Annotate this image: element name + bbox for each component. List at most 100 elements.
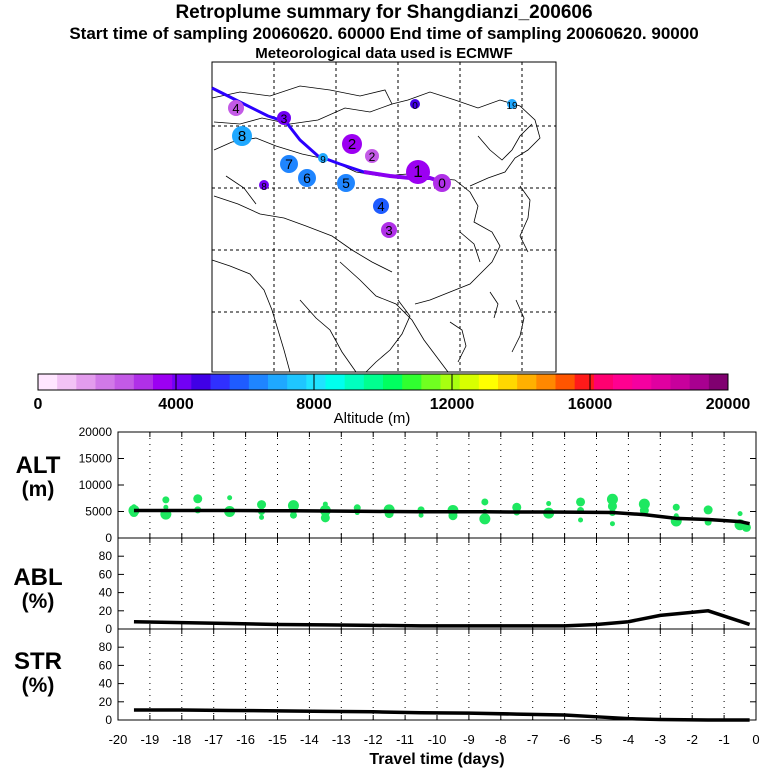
abl-panel: 80 60 40 20 0	[99, 537, 757, 636]
y-tick-label: 5000	[85, 505, 112, 519]
alt-scatter-point	[546, 501, 552, 507]
str-series-line	[133, 708, 750, 722]
alt-scatter-point	[639, 505, 649, 515]
svg-text:9: 9	[320, 155, 326, 166]
colorbar-cell	[325, 374, 346, 390]
alt-scatter-point	[576, 497, 586, 507]
alt-label-line2: (m)	[21, 478, 55, 501]
str-panel-label: STR (%)	[8, 650, 68, 698]
y-tick-label: 0	[105, 531, 112, 545]
alt-scatter-point	[289, 511, 297, 519]
svg-text:8: 8	[261, 182, 267, 193]
y-tick-label: 10000	[79, 478, 113, 492]
x-tick-label: -1	[718, 732, 730, 747]
colorbar-cell	[306, 374, 326, 390]
colorbar-cell	[593, 374, 614, 390]
y-tick-label: 20	[99, 604, 113, 618]
colorbar-cell	[229, 374, 250, 390]
alt-scatter-point	[638, 498, 650, 510]
map-borders	[211, 85, 541, 373]
colorbar-cell	[708, 374, 729, 390]
map-point: 8	[259, 180, 269, 193]
x-tick-label: -16	[236, 732, 255, 747]
alt-scatter-point	[479, 513, 491, 525]
y-tick-label: 20	[99, 695, 113, 709]
svg-text:3: 3	[385, 223, 392, 238]
x-tick-label: -3	[655, 732, 667, 747]
map-point: 8	[232, 126, 252, 146]
x-tick-label: -12	[364, 732, 383, 747]
colorbar-cell	[363, 374, 384, 390]
colorbar-cell	[133, 374, 154, 390]
colorbar-cell	[632, 374, 652, 390]
map-point: 3	[277, 111, 291, 126]
colorbar-cell	[613, 374, 633, 390]
colorbar-cell	[153, 374, 173, 390]
colorbar-cell	[76, 374, 96, 390]
colorbar-cell	[517, 374, 537, 390]
met-data-subtitle: Meteorological data used is ECMWF	[255, 45, 513, 62]
abl-label-line1: ABL	[13, 564, 63, 591]
colorbar-cell	[248, 374, 269, 390]
svg-text:8: 8	[238, 128, 246, 145]
colorbar-cell	[670, 374, 691, 390]
colorbar-label: Altitude (m)	[334, 410, 411, 427]
colorbar-cell	[210, 374, 231, 390]
alt-panel-label: ALT (m)	[8, 454, 68, 502]
x-tick-label: -10	[428, 732, 447, 747]
x-tick-label: -7	[527, 732, 539, 747]
alt-scatter-point	[227, 495, 233, 501]
colorbar-tick-label: 8000	[296, 396, 332, 413]
y-tick-label: 0	[105, 622, 112, 636]
alt-scatter-point	[578, 517, 584, 523]
map-point: 4	[228, 100, 244, 116]
alt-panel: 20000 15000 10000 5000 0	[79, 425, 757, 545]
colorbar-ticks: 0 4000 8000 12000 16000 20000	[34, 374, 751, 413]
colorbar-tick-label: 4000	[158, 396, 194, 413]
colorbar-cell	[268, 374, 288, 390]
colorbar-cell	[383, 374, 403, 390]
colorbar-cell	[689, 374, 710, 390]
str-panel: 80 60 40 20 0	[99, 628, 757, 727]
colorbar-cell	[172, 374, 192, 390]
str-label-line2: (%)	[21, 674, 55, 697]
x-tick-label: -13	[332, 732, 351, 747]
map-point: 9	[318, 153, 328, 166]
map-point: 0	[433, 174, 451, 192]
y-tick-label: 20000	[79, 425, 113, 439]
map-point: 7	[280, 155, 298, 173]
alt-scatter-point	[672, 503, 680, 511]
colorbar-tick-label: 12000	[430, 396, 475, 413]
svg-text:4: 4	[232, 101, 239, 116]
colorbar-cell	[536, 374, 556, 390]
colorbar-cell	[421, 374, 441, 390]
y-tick-label: 80	[99, 549, 113, 563]
svg-text:1: 1	[413, 162, 422, 181]
colorbar-tick-label: 16000	[568, 396, 613, 413]
abl-label-line2: (%)	[21, 590, 55, 613]
alt-scatter-point	[259, 514, 265, 520]
alt-scatter-point	[162, 496, 170, 504]
alt-scatter-point	[193, 494, 203, 504]
svg-text:7: 7	[285, 156, 293, 172]
svg-text:2: 2	[348, 136, 356, 153]
map-point: 0	[410, 99, 420, 112]
colorbar-tick-label: 20000	[706, 396, 751, 413]
colorbar-cell	[191, 374, 211, 390]
alt-scatter-point	[320, 513, 330, 523]
map-point: 6	[298, 169, 316, 187]
str-label-line1: STR	[14, 648, 62, 675]
colorbar-cell	[459, 374, 480, 390]
alt-scatter-point	[481, 498, 489, 506]
x-tick-label: -15	[268, 732, 287, 747]
y-tick-label: 80	[99, 640, 113, 654]
map-point: 4	[373, 198, 389, 214]
map-frame	[211, 61, 557, 373]
colorbar-cell	[478, 374, 499, 390]
svg-text:0: 0	[412, 101, 418, 112]
colorbar-cell	[498, 374, 518, 390]
colorbar-cell	[287, 374, 307, 390]
